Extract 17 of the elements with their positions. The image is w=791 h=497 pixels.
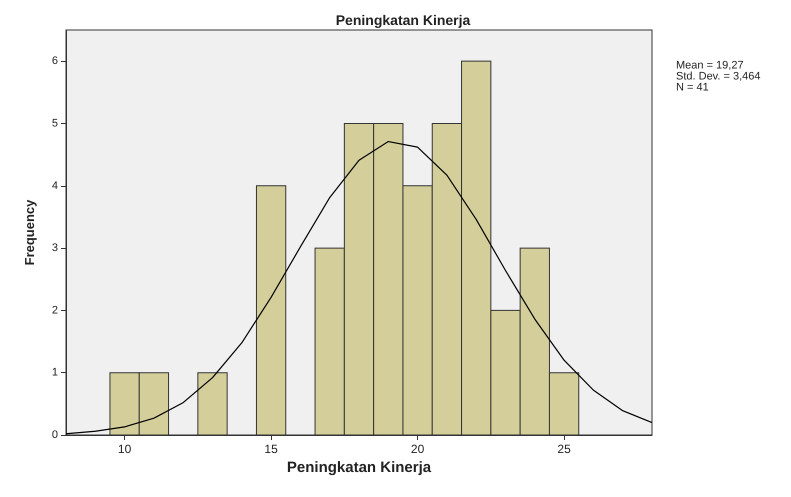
text: Std. Dev. = 3,464 <box>676 70 760 82</box>
text: N = 41 <box>676 82 709 94</box>
text: Mean = 19,27 <box>676 60 744 72</box>
y-axis-title: Frequency <box>22 198 37 266</box>
y-tick-label: 5 <box>52 117 58 130</box>
x-tick-label: 10 <box>118 442 132 456</box>
y-tick-label: 4 <box>52 180 58 192</box>
y-tick-label: 3 <box>52 242 58 254</box>
y-tick-label: 0 <box>52 429 58 441</box>
y-tick-label: 6 <box>52 55 58 68</box>
x-tick-label: 20 <box>410 442 425 456</box>
y-tick-label: 1 <box>52 366 58 379</box>
x-tick-label: 15 <box>264 442 278 456</box>
x-tick-label: 25 <box>557 442 572 456</box>
chart-title: Peningkatan Kinerja <box>336 12 471 28</box>
y-tick-label: 2 <box>52 304 58 316</box>
x-axis-title: Peningkatan Kinerja <box>286 458 432 476</box>
